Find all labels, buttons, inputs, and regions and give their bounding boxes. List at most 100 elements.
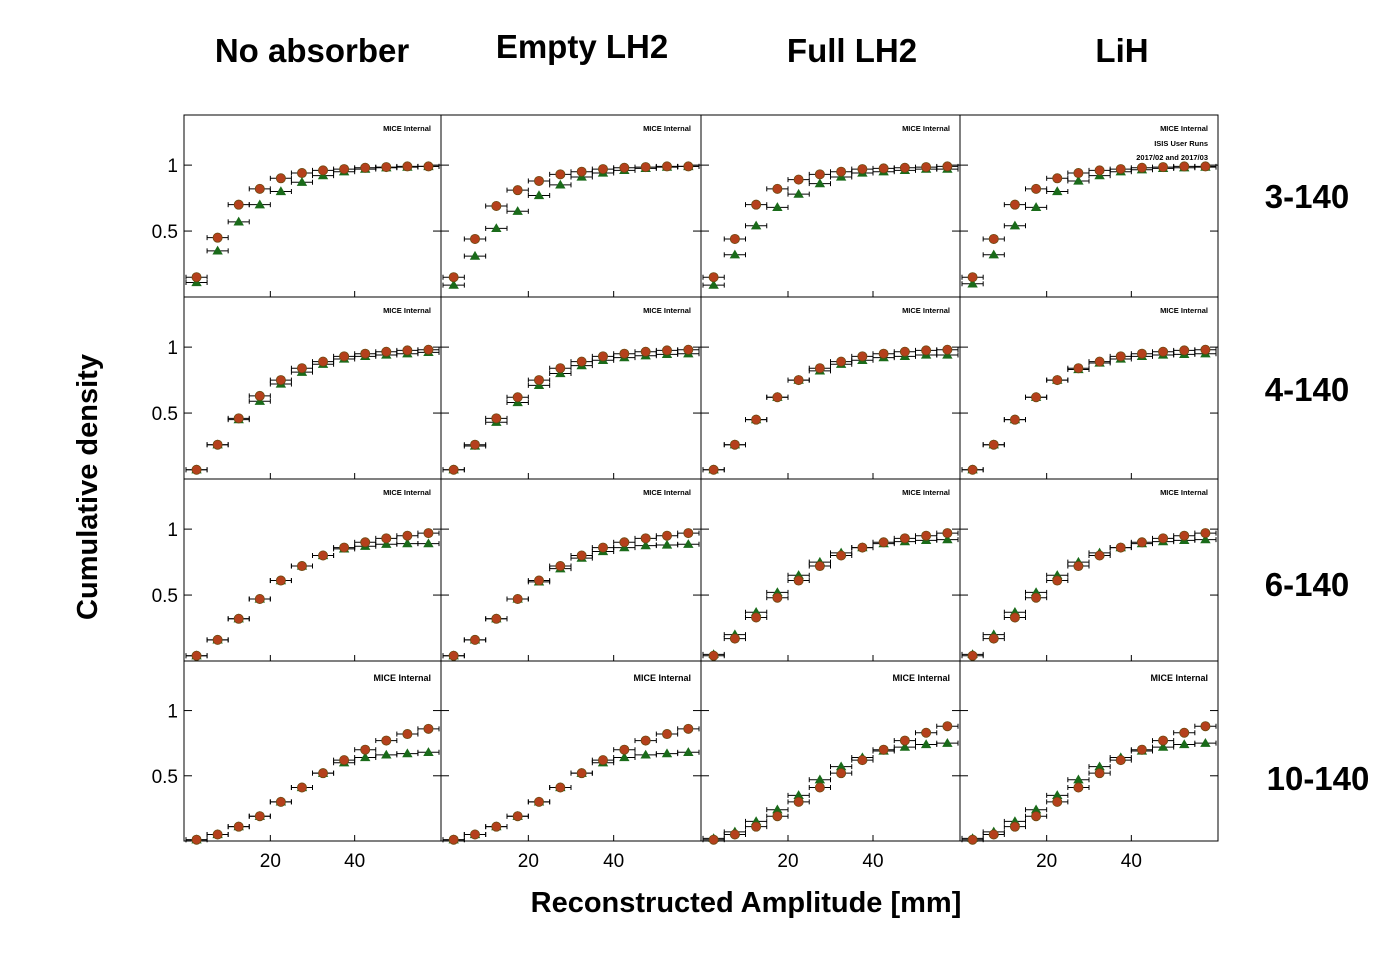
data-point-triangle xyxy=(1200,534,1211,544)
panel-3-140-empty-lh2: MICE Internal xyxy=(440,114,702,298)
panel-frame xyxy=(700,660,961,842)
data-point-circle xyxy=(751,821,762,832)
data-point-circle xyxy=(708,834,719,845)
data-point-circle xyxy=(339,542,350,553)
data-point-circle xyxy=(402,530,413,541)
data-point-triangle xyxy=(729,249,741,259)
data-point-circle xyxy=(360,537,371,548)
data-point-circle xyxy=(191,272,202,283)
data-point-circle xyxy=(512,811,523,822)
data-point-triangle xyxy=(967,278,978,288)
data-point-circle xyxy=(640,735,651,746)
data-point-circle xyxy=(640,533,651,544)
data-point-circle xyxy=(469,829,480,840)
data-point-triangle xyxy=(750,220,762,230)
data-point-circle xyxy=(275,173,286,184)
data-point-triangle xyxy=(448,279,459,289)
data-point-circle xyxy=(1136,537,1147,548)
panel-frame xyxy=(700,296,961,480)
data-point-circle xyxy=(296,363,307,374)
data-point-circle xyxy=(534,175,545,186)
mice-internal-label: MICE Internal xyxy=(383,306,431,315)
data-point-circle xyxy=(878,163,889,174)
data-point-circle xyxy=(555,363,566,374)
data-point-circle xyxy=(1200,161,1211,172)
row-label-10-140: 10-140 xyxy=(1267,760,1370,797)
data-point-triangle xyxy=(661,748,673,758)
data-point-triangle xyxy=(360,752,371,762)
data-point-circle xyxy=(662,161,673,172)
data-point-circle xyxy=(212,634,223,645)
data-point-triangle xyxy=(1030,804,1042,814)
data-point-circle xyxy=(662,345,673,356)
column-title-lih: LiH xyxy=(1095,32,1148,69)
data-point-circle xyxy=(1031,592,1042,603)
data-point-circle xyxy=(1158,735,1169,746)
data-point-circle xyxy=(1031,811,1042,822)
data-point-circle xyxy=(491,413,502,424)
data-point-circle xyxy=(836,550,847,561)
mice-internal-label: MICE Internal xyxy=(643,306,691,315)
data-point-triangle xyxy=(942,737,953,747)
data-point-circle xyxy=(619,348,630,359)
data-point-circle xyxy=(751,414,762,425)
data-point-circle xyxy=(448,650,459,661)
data-point-circle xyxy=(1009,414,1020,425)
data-point-circle xyxy=(751,199,762,210)
data-point-triangle xyxy=(1073,774,1084,784)
data-point-triangle xyxy=(1009,220,1021,230)
data-point-circle xyxy=(1094,165,1105,176)
data-point-circle xyxy=(275,375,286,386)
data-point-circle xyxy=(381,533,392,544)
data-point-circle xyxy=(751,612,762,623)
run-info-label: ISIS User Runs xyxy=(1154,139,1208,148)
data-point-circle xyxy=(708,464,719,475)
data-point-circle xyxy=(318,550,329,561)
data-point-circle xyxy=(729,633,740,644)
data-point-circle xyxy=(619,162,630,173)
mice-internal-label: MICE Internal xyxy=(633,673,691,683)
mice-internal-label: MICE Internal xyxy=(902,124,950,133)
data-point-circle xyxy=(662,530,673,541)
data-point-circle xyxy=(318,356,329,367)
data-point-circle xyxy=(942,161,953,172)
data-point-triangle xyxy=(254,199,265,209)
y-tick-label: 1 xyxy=(167,156,178,177)
data-point-circle xyxy=(296,561,307,572)
x-tick-label: 40 xyxy=(344,851,365,872)
data-point-triangle xyxy=(814,774,826,784)
x-tick-label: 40 xyxy=(1121,851,1142,872)
data-point-circle xyxy=(921,162,932,173)
data-point-circle xyxy=(942,528,953,539)
data-point-triangle xyxy=(683,539,694,548)
x-tick-label: 20 xyxy=(777,851,798,872)
data-point-triangle xyxy=(640,540,651,550)
panel-6-140-full-lh2: MICE Internal xyxy=(700,478,961,662)
data-point-circle xyxy=(942,721,953,732)
data-point-circle xyxy=(1052,575,1063,586)
data-point-triangle xyxy=(381,539,392,548)
x-tick-label: 20 xyxy=(518,851,539,872)
mice-internal-label: MICE Internal xyxy=(373,673,431,683)
data-point-circle xyxy=(814,782,825,793)
data-point-triangle xyxy=(1200,737,1211,747)
data-point-circle xyxy=(836,768,847,779)
data-point-circle xyxy=(899,162,910,173)
data-point-circle xyxy=(921,345,932,356)
data-point-circle xyxy=(360,744,371,755)
data-point-circle xyxy=(423,344,434,355)
data-point-circle xyxy=(1073,782,1084,793)
data-point-circle xyxy=(491,821,502,832)
data-point-circle xyxy=(254,594,265,605)
panel-10-140-full-lh2: 20 40 MICE Internal xyxy=(700,660,961,872)
run-info-label: 2017/02 and 2017/03 xyxy=(1136,153,1208,162)
x-tick-label: 20 xyxy=(260,851,281,872)
data-point-circle xyxy=(967,272,978,283)
data-point-circle xyxy=(491,613,502,624)
data-point-circle xyxy=(339,351,350,362)
data-point-circle xyxy=(469,634,480,645)
data-point-triangle xyxy=(402,538,413,548)
data-point-circle xyxy=(899,735,910,746)
